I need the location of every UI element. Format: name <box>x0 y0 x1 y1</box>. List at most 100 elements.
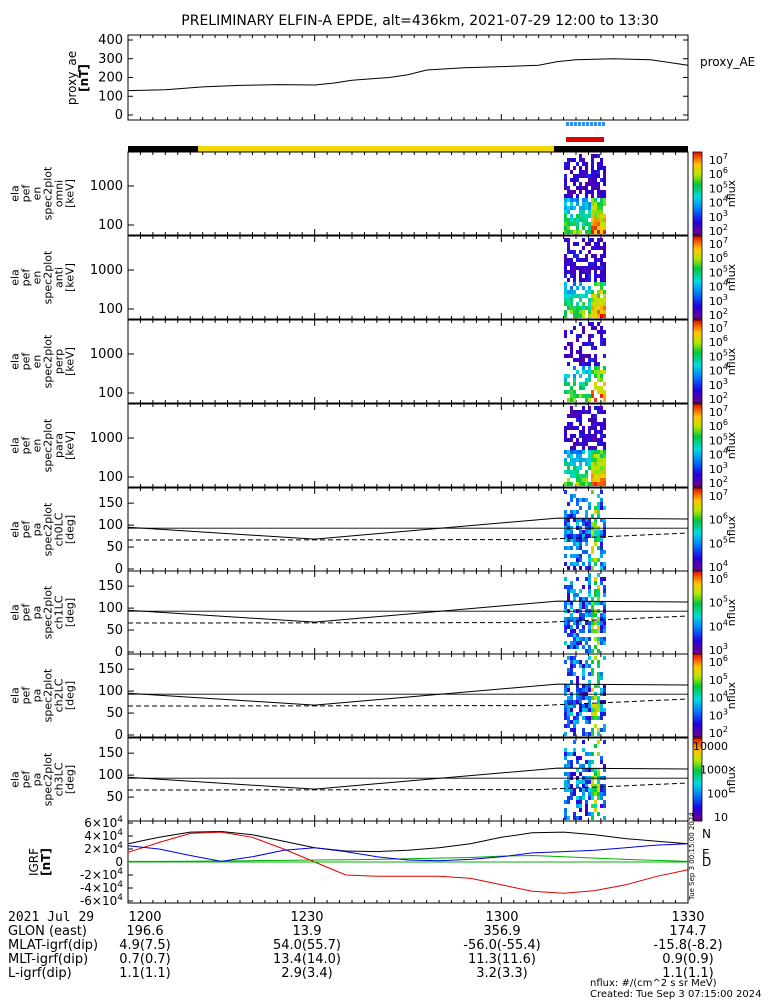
colorbar-segment <box>693 794 702 797</box>
spectrogram-cell <box>594 716 597 720</box>
spectrogram-cell <box>597 704 600 708</box>
colorbar-segment <box>693 172 702 176</box>
colorbar-segment <box>693 166 702 170</box>
spectrogram-cell <box>570 498 573 502</box>
y-axis-label-line: omni <box>53 180 66 207</box>
spectrogram-cell <box>585 222 588 226</box>
spectrogram-cell <box>597 226 600 230</box>
spectrogram-cell <box>594 182 597 186</box>
spectrogram-cell <box>585 278 588 282</box>
spectrogram-cell <box>600 422 603 426</box>
ephemeris-value: 356.9 <box>483 924 520 939</box>
spectrogram-cell <box>570 696 573 700</box>
spectrogram-cell <box>576 302 579 306</box>
anti-loss-cone-line <box>127 698 689 707</box>
spectrogram-cell <box>564 266 567 270</box>
colorbar-segment <box>693 203 702 207</box>
spectrogram-cell <box>570 218 573 222</box>
spectrogram-cell <box>567 186 570 190</box>
ephemeris-value: 0.9(0.9) <box>662 952 714 967</box>
spectrogram-cell <box>573 366 576 370</box>
spectrogram-cell <box>564 490 567 494</box>
spectrogram-cell <box>573 637 576 641</box>
spectrogram-cell <box>597 672 600 676</box>
spectrogram-cell <box>585 800 588 804</box>
spectrogram-cell <box>594 278 597 282</box>
y-axis-label-line: pa <box>31 689 44 703</box>
y-axis-label-line: en <box>31 355 44 369</box>
spectrogram-cell <box>603 629 606 633</box>
colorbar-label: nflux <box>725 179 738 207</box>
spectrogram-cell <box>564 708 567 712</box>
colorbar-segment <box>693 449 702 453</box>
spectrogram-cell <box>597 538 600 542</box>
y-axis-label-line: [deg] <box>64 598 77 627</box>
colorbar-segment <box>693 604 702 607</box>
spectrogram-cell <box>570 470 573 474</box>
spectrogram-cell <box>570 454 573 458</box>
y-axis-label-line: para <box>53 433 66 458</box>
spectrogram-cell <box>588 534 591 538</box>
spectrogram-cell <box>588 206 591 210</box>
spectrogram-cell <box>585 808 588 812</box>
spectrogram-cell <box>600 430 603 434</box>
spectrogram-cell <box>567 374 570 378</box>
spectrogram-cell <box>567 294 570 298</box>
spectrogram-cell <box>585 768 588 772</box>
spectrogram-cell <box>600 470 603 474</box>
spectrogram-cell <box>603 270 606 274</box>
spectrogram-cell <box>579 258 582 262</box>
spectrogram-cell <box>570 298 573 302</box>
spectrogram-cell <box>600 454 603 458</box>
spectrogram-cell <box>576 720 579 724</box>
spectrogram-cell <box>597 621 600 625</box>
spectrogram-cell <box>582 226 585 230</box>
spectrogram-cell <box>603 250 606 254</box>
y-axis-label-line: [nT] <box>77 64 91 92</box>
spectrogram-cell <box>570 386 573 390</box>
spectrogram-cell <box>597 314 600 318</box>
colorbar-segment <box>693 193 702 197</box>
spectrogram-cell <box>600 788 603 792</box>
colorbar-segment <box>693 777 702 780</box>
spectrogram-cell <box>603 230 606 234</box>
colorbar-segment <box>693 562 702 566</box>
colorbar-segment <box>693 324 702 327</box>
spectrogram-cell <box>576 688 579 692</box>
spectrogram-cell <box>591 617 594 621</box>
spectrogram-cell <box>594 478 597 482</box>
spectrogram-cell <box>597 696 600 700</box>
colorbar-segment <box>693 676 702 680</box>
y-axis-label-line: [keV] <box>64 431 77 460</box>
spectrogram-cell <box>597 230 600 234</box>
spectrogram-cell <box>594 266 597 270</box>
spectrogram-cell <box>564 262 567 266</box>
spectrogram-cell <box>579 458 582 462</box>
proxy-ae-frame <box>127 34 689 121</box>
spectrogram-cell <box>564 222 567 226</box>
spectrogram-cell <box>600 378 603 382</box>
colorbar-segment <box>693 162 702 165</box>
spectrogram-cell <box>591 202 594 206</box>
spectrogram-cell <box>564 354 567 358</box>
panel-group: 4003002001000proxy_AEproxy_ae[nT]1000100… <box>9 33 756 908</box>
spectrogram-cell <box>597 438 600 442</box>
spectrogram-cell <box>603 708 606 712</box>
y-axis-label-line: ela <box>9 687 22 704</box>
spectrogram-cell <box>570 788 573 792</box>
spectrogram-cell <box>573 792 576 796</box>
spectrogram-cell <box>600 450 603 454</box>
spectrogram-cell <box>585 438 588 442</box>
spectrogram-cell <box>570 290 573 294</box>
spectrogram-cell <box>567 206 570 210</box>
spectrogram-cell <box>567 593 570 597</box>
colorbar-segment <box>693 818 702 822</box>
spectrogram-cell <box>591 621 594 625</box>
spectrogram-cell <box>591 314 594 318</box>
colorbar-segment <box>693 380 702 383</box>
spectrogram-cell <box>567 158 570 162</box>
spectrogram-cell <box>582 716 585 720</box>
spectrogram-cell <box>603 466 606 470</box>
spectrogram-cell <box>579 386 582 390</box>
